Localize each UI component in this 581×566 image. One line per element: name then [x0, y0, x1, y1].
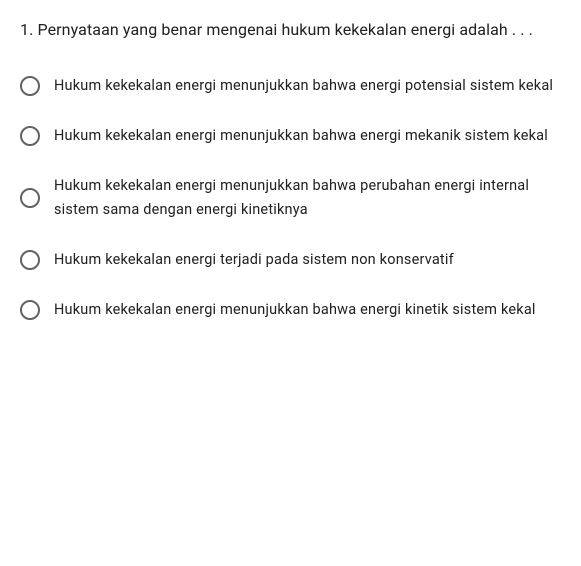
radio-icon[interactable]: [20, 76, 40, 96]
option-label: Hukum kekekalan energi menunjukkan bahwa…: [54, 124, 552, 148]
option-label: Hukum kekekalan energi menunjukkan bahwa…: [54, 174, 581, 222]
option-1[interactable]: Hukum kekekalan energi menunjukkan bahwa…: [20, 124, 581, 148]
radio-icon[interactable]: [20, 126, 40, 146]
option-0[interactable]: Hukum kekekalan energi menunjukkan bahwa…: [20, 74, 581, 98]
option-label: Hukum kekekalan energi menunjukkan bahwa…: [54, 74, 557, 98]
option-4[interactable]: Hukum kekekalan energi menunjukkan bahwa…: [20, 298, 581, 322]
option-3[interactable]: Hukum kekekalan energi terjadi pada sist…: [20, 248, 581, 272]
question-text: 1. Pernyataan yang benar mengenai hukum …: [20, 18, 581, 42]
radio-icon[interactable]: [20, 300, 40, 320]
option-label: Hukum kekekalan energi menunjukkan bahwa…: [54, 298, 540, 322]
radio-icon[interactable]: [20, 250, 40, 270]
question-container: 1. Pernyataan yang benar mengenai hukum …: [0, 0, 581, 360]
radio-icon[interactable]: [20, 188, 40, 208]
option-2[interactable]: Hukum kekekalan energi menunjukkan bahwa…: [20, 174, 581, 222]
option-label: Hukum kekekalan energi terjadi pada sist…: [54, 248, 458, 272]
